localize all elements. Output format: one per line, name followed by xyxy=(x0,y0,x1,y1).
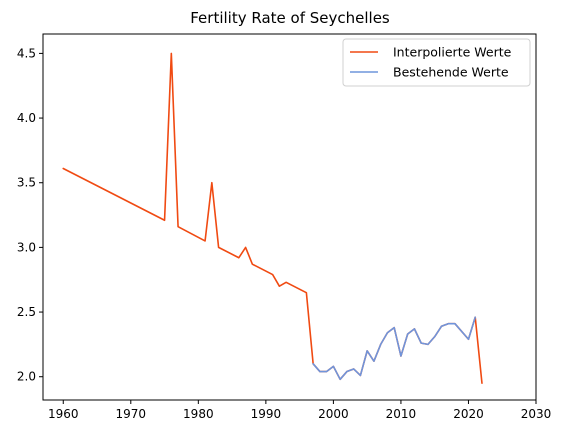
x-tick-label: 2010 xyxy=(386,407,417,421)
legend-box xyxy=(342,38,531,87)
y-tick-label: 4.5 xyxy=(17,46,36,60)
x-tick-label: 2000 xyxy=(318,407,349,421)
y-tick-label: 3.0 xyxy=(17,240,36,254)
plot-frame xyxy=(42,33,537,401)
chart-title: Fertility Rate of Seychelles xyxy=(190,9,390,27)
legend-label: Bestehende Werte xyxy=(393,65,509,80)
x-tick-label: 2020 xyxy=(453,407,484,421)
series-line-interpolated xyxy=(62,52,483,384)
y-axis: 2.0 2.5 3.0 3.5 4.0 4.5 xyxy=(17,46,43,384)
legend: Interpolierte Werte Bestehende Werte xyxy=(342,38,531,87)
x-tick-label: 2030 xyxy=(521,407,552,421)
y-tick-label: 3.5 xyxy=(17,176,36,190)
x-tick-label: 1960 xyxy=(48,407,79,421)
series-line-existing xyxy=(312,316,477,381)
x-tick-label: 1980 xyxy=(183,407,214,421)
x-tick-label: 1990 xyxy=(251,407,282,421)
y-tick-label: 2.0 xyxy=(17,370,36,384)
legend-label: Interpolierte Werte xyxy=(393,45,512,60)
y-tick-label: 4.0 xyxy=(17,111,36,125)
x-axis: 1960 1970 1980 1990 2000 2010 2020 2030 xyxy=(48,400,551,421)
y-tick-label: 2.5 xyxy=(17,305,36,319)
x-tick-label: 1970 xyxy=(116,407,147,421)
